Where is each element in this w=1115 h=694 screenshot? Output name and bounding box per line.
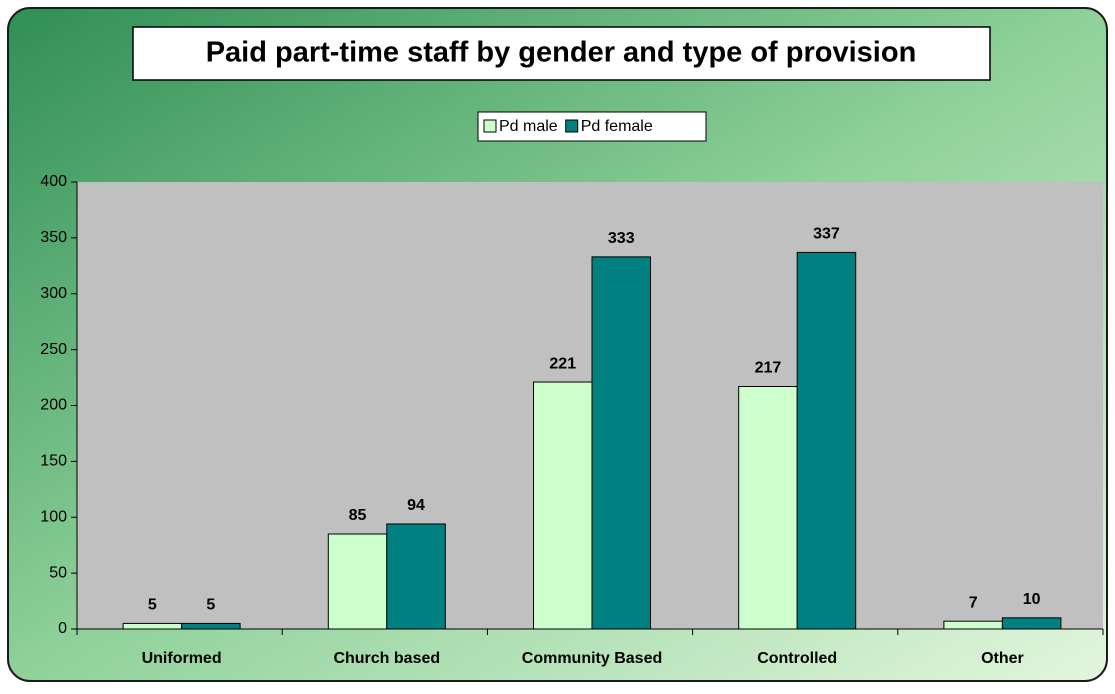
data-label: 94 bbox=[407, 497, 425, 514]
y-tick-label: 300 bbox=[40, 285, 67, 302]
y-tick-label: 400 bbox=[40, 173, 67, 190]
x-tick-label: Community Based bbox=[522, 650, 662, 667]
x-tick-label: Church based bbox=[333, 650, 440, 667]
y-tick-label: 0 bbox=[58, 620, 67, 637]
data-label: 10 bbox=[1023, 591, 1041, 608]
bar bbox=[327, 533, 388, 630]
y-tick-label: 200 bbox=[40, 397, 67, 414]
bar bbox=[181, 622, 241, 630]
x-tick-label: Other bbox=[981, 650, 1024, 667]
data-label: 7 bbox=[969, 594, 978, 611]
bar bbox=[122, 622, 183, 630]
bar bbox=[1001, 617, 1062, 630]
chart-title: Paid part-time staff by gender and type … bbox=[206, 37, 917, 69]
title-box bbox=[132, 26, 991, 81]
x-tick-label: Controlled bbox=[757, 650, 837, 667]
data-label: 5 bbox=[206, 597, 215, 614]
data-label: 85 bbox=[349, 507, 367, 524]
bar bbox=[796, 251, 857, 630]
y-tick-label: 100 bbox=[40, 508, 67, 525]
bar bbox=[943, 620, 1003, 630]
y-tick-label: 350 bbox=[40, 229, 67, 246]
bar bbox=[738, 386, 798, 630]
bar bbox=[386, 523, 446, 630]
y-tick-label: 50 bbox=[49, 564, 67, 581]
data-label: 221 bbox=[549, 355, 576, 372]
legend-label: Pd male bbox=[499, 118, 558, 135]
legend-swatch bbox=[483, 119, 497, 133]
data-label: 337 bbox=[813, 226, 840, 243]
legend-swatch bbox=[565, 119, 579, 133]
data-label: 333 bbox=[608, 230, 635, 247]
data-label: 5 bbox=[148, 597, 157, 614]
data-label: 217 bbox=[755, 360, 782, 377]
legend-label: Pd female bbox=[581, 118, 653, 135]
legend-box bbox=[477, 111, 707, 142]
bar bbox=[591, 256, 651, 630]
y-tick-label: 150 bbox=[40, 453, 67, 470]
x-tick-label: Uniformed bbox=[142, 650, 222, 667]
y-tick-label: 250 bbox=[40, 341, 67, 358]
bar bbox=[533, 381, 593, 630]
